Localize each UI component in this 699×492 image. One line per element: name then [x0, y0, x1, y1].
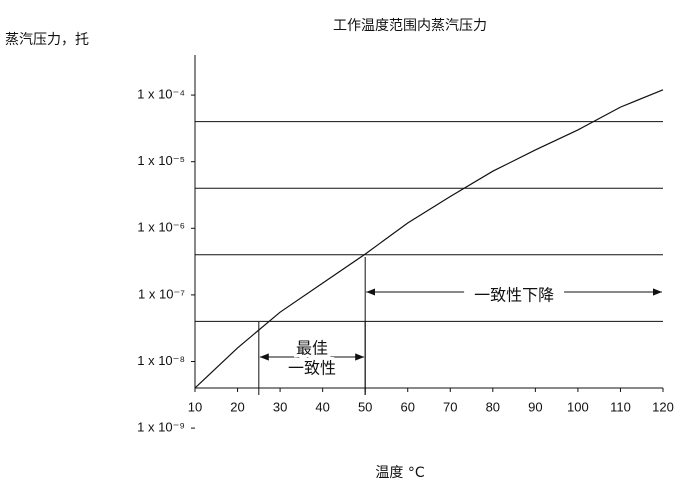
y-tick-label: 1 x 10⁻⁷ [138, 286, 185, 301]
x-tick-label: 20 [230, 399, 244, 414]
y-tick-label: 1 x 10⁻⁶ [137, 220, 185, 235]
x-tick-label: 50 [358, 399, 372, 414]
y-axis-label: 蒸汽压力，托 [5, 32, 89, 48]
y-tick-label: 1 x 10⁻⁴ [137, 87, 185, 102]
x-tick-label: 40 [315, 399, 329, 414]
data-line [194, 89, 664, 389]
chart-title: 工作温度范围内蒸汽压力 [333, 17, 487, 34]
y-tick-label: 1 x 10⁻⁹ [137, 420, 185, 435]
range-label: 一致性下降 [474, 286, 554, 305]
x-tick-label: 80 [486, 399, 500, 414]
y-tick-label: 1 x 10⁻⁵ [137, 153, 185, 168]
x-axis-label: 温度 °C [375, 465, 424, 481]
x-tick-label: 120 [652, 399, 674, 414]
range-label: 最佳 [296, 339, 328, 358]
x-tick-label: 60 [400, 399, 414, 414]
x-tick-label: 100 [567, 399, 589, 414]
x-tick-label: 90 [528, 399, 542, 414]
range-label: 一致性 [288, 359, 336, 378]
x-tick-label: 70 [443, 399, 457, 414]
label-bg [464, 282, 565, 302]
x-tick-label: 30 [273, 399, 287, 414]
x-tick-label: 10 [188, 399, 202, 414]
x-tick-label: 110 [610, 399, 631, 414]
y-tick-label: 1 x 10⁻⁸ [137, 353, 185, 368]
